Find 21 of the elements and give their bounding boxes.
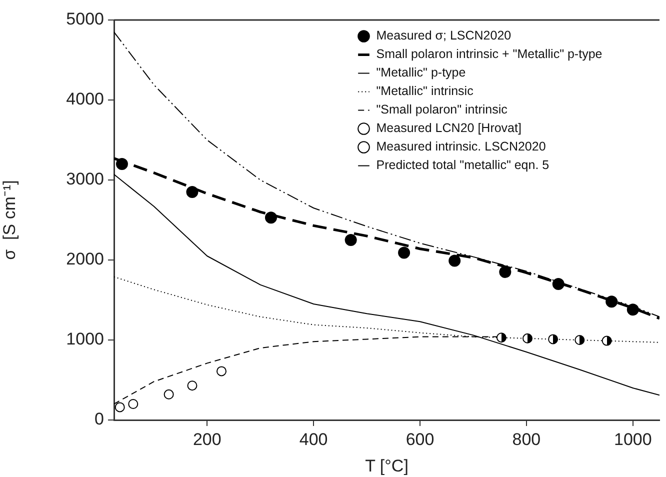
y-axis-title: σ [S cm⁻¹] bbox=[0, 180, 19, 260]
x-tick-label: 400 bbox=[299, 430, 328, 449]
legend-label: Predicted total "metallic" eqn. 5 bbox=[376, 158, 550, 172]
legend-label: Small polaron intrinsic + "Metallic" p-type bbox=[376, 47, 602, 62]
y-tick-label: 2000 bbox=[66, 250, 104, 269]
legend-label: "Small polaron" intrinsic bbox=[376, 102, 508, 117]
y-tick-label: 1000 bbox=[66, 330, 104, 349]
x-axis-title: T [°C] bbox=[365, 456, 408, 476]
legend-label: "Metallic" p-type bbox=[376, 66, 466, 80]
y-tick-label: 4000 bbox=[66, 90, 104, 109]
legend-label: Measured LCN20 [Hrovat] bbox=[376, 121, 522, 136]
x-tick-label: 600 bbox=[406, 430, 434, 449]
legend-label: Measured σ; LSCN2020 bbox=[376, 28, 512, 43]
legend-label: Measured intrinsic. LSCN2020 bbox=[376, 140, 546, 154]
y-tick-label: 0 bbox=[94, 410, 104, 429]
x-tick-label: 200 bbox=[192, 430, 222, 449]
x-tick-label: 1000 bbox=[614, 430, 652, 449]
y-tick-label: 3000 bbox=[66, 170, 104, 189]
legend-label: "Metallic" intrinsic bbox=[376, 84, 474, 98]
y-tick-label: 5000 bbox=[66, 10, 104, 29]
x-tick-label: 800 bbox=[512, 430, 541, 449]
